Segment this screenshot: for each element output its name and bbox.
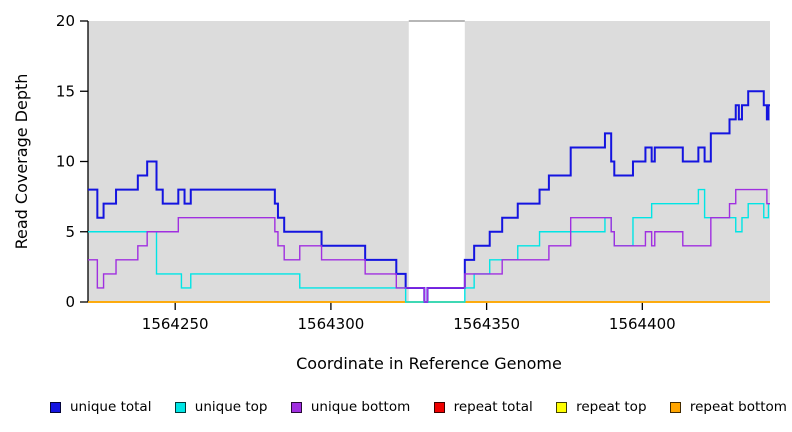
series-line-unique-total bbox=[88, 90, 770, 303]
legend-label: unique total bbox=[70, 399, 152, 415]
x-axis-tick-label: 1564300 bbox=[297, 315, 364, 333]
series-line-unique-bottom bbox=[88, 188, 770, 303]
x-axis-tick-label: 1564250 bbox=[142, 315, 209, 333]
legend-label: repeat bottom bbox=[689, 399, 787, 415]
x-axis-tick-label: 1564350 bbox=[453, 315, 520, 333]
plot-background-layer bbox=[88, 20, 770, 302]
x-axis-tick-label: 1564400 bbox=[609, 315, 676, 333]
series-layer bbox=[88, 90, 770, 303]
y-axis-tick-label: 0 bbox=[65, 293, 75, 311]
y-axis-tick-label: 20 bbox=[56, 12, 75, 30]
legend-swatch-icon bbox=[174, 401, 186, 413]
x-axis-title: Coordinate in Reference Genome bbox=[296, 354, 562, 373]
y-axis-tick-label: 5 bbox=[65, 223, 75, 241]
legend-label: unique bottom bbox=[310, 399, 411, 415]
legend-label: repeat total bbox=[453, 399, 533, 415]
coverage-gap-band bbox=[408, 21, 465, 302]
y-axis-title: Read Coverage Depth bbox=[12, 74, 31, 250]
y-axis-tick-label: 15 bbox=[56, 82, 75, 100]
legend-item-unique-top: unique top bbox=[174, 399, 268, 415]
legend-item-repeat-top: repeat top bbox=[556, 399, 647, 415]
legend-label: repeat top bbox=[576, 399, 647, 415]
legend-item-unique-bottom: unique bottom bbox=[290, 399, 411, 415]
legend-swatch-icon bbox=[433, 401, 445, 413]
legend-item-repeat-total: repeat total bbox=[433, 399, 533, 415]
legend-label: unique top bbox=[194, 399, 268, 415]
legend-swatch-icon bbox=[50, 401, 61, 413]
legend-swatch-icon bbox=[290, 401, 302, 413]
legend-item-repeat-bottom: repeat bottom bbox=[669, 399, 787, 415]
legend-item-unique-total: unique total bbox=[50, 399, 151, 415]
y-axis-tick-label: 10 bbox=[56, 153, 75, 171]
axes-layer: 0 5 10 15 20 1564250 1564300 1564350 1564400 bbox=[56, 12, 676, 333]
legend-swatch-icon bbox=[669, 401, 681, 413]
legend-swatch-icon bbox=[556, 401, 568, 413]
chart-legend: unique total unique top unique bottom repea… bbox=[50, 399, 787, 415]
